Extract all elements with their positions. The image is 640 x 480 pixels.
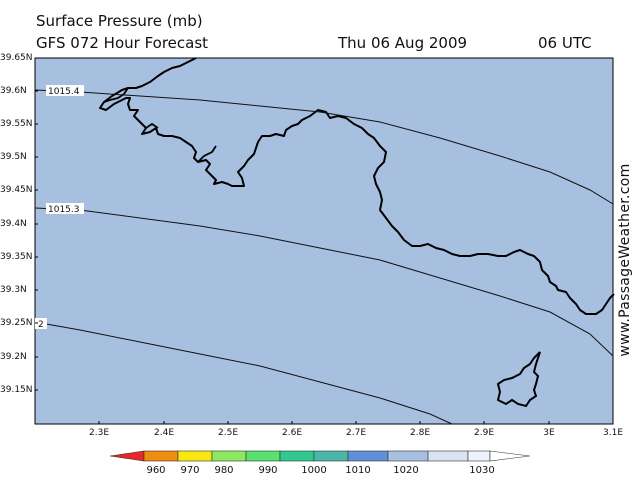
lon-label: 3E (543, 428, 555, 438)
colorbar-label: 1030 (469, 465, 495, 476)
isobar-1015-2 (34, 321, 453, 425)
colorbar-high-arrow (489, 450, 531, 462)
lat-label: 39.2N (0, 352, 27, 362)
colorbar (109, 450, 531, 462)
map-title: Surface Pressure (mb) (36, 12, 203, 30)
colorbar-swatch (427, 450, 469, 462)
colorbar-swatch (387, 450, 429, 462)
colorbar-swatch (143, 450, 179, 462)
lon-label: 2.4E (154, 428, 174, 438)
lat-label: 39.6N (0, 86, 27, 96)
colorbar-label: 1000 (301, 465, 327, 476)
isobar-label-box-3 (35, 318, 47, 329)
lat-label: 39.45N (0, 185, 33, 195)
lon-label: 2.8E (410, 428, 430, 438)
colorbar-swatch (211, 450, 247, 462)
colorbar-swatch (467, 450, 491, 462)
lon-label: 2.9E (474, 428, 494, 438)
isobar-label-2: 1015.3 (48, 205, 80, 215)
map-area (34, 57, 614, 425)
lat-label: 39.35N (0, 252, 33, 262)
colorbar-swatch (245, 450, 281, 462)
isobar-1015-3 (34, 207, 614, 357)
lat-label: 39.15N (0, 385, 33, 395)
forecast-date: Thu 06 Aug 2009 (338, 34, 468, 52)
lat-label: 39.3N (0, 285, 27, 295)
isobar-label-1: 1015.4 (48, 87, 80, 97)
lon-label: 2.7E (346, 428, 366, 438)
colorbar-label: 960 (146, 465, 166, 476)
isobar-1015-4 (34, 89, 614, 205)
lat-label: 39.55N (0, 119, 33, 129)
forecast-time: 06 UTC (538, 34, 592, 52)
lat-label: 39.25N (0, 318, 33, 328)
lon-label: 2.6E (282, 428, 302, 438)
colorbar-low-arrow (109, 450, 145, 462)
coastline-islet (496, 351, 541, 408)
colorbar-swatch (279, 450, 315, 462)
colorbar-label: 1010 (345, 465, 371, 476)
lat-label: 39.4N (0, 219, 27, 229)
lat-label: 39.65N (0, 53, 33, 63)
watermark: www.PassageWeather.com (612, 140, 638, 380)
coastline-headland (103, 87, 217, 163)
colorbar-label: 970 (180, 465, 200, 476)
coastline-mallorca (99, 57, 615, 315)
lon-label: 2.3E (89, 428, 109, 438)
isobar-label-3: 2 (38, 320, 44, 330)
colorbar-swatch (313, 450, 349, 462)
watermark-text: www.PassageWeather.com (617, 163, 633, 357)
isobar-label-box-2 (46, 203, 84, 214)
axis-ticks (35, 57, 550, 424)
lon-label: 3.1E (603, 428, 623, 438)
colorbar-swatch (347, 450, 389, 462)
colorbar-label: 990 (258, 465, 278, 476)
colorbar-swatch (177, 450, 213, 462)
lat-label: 39.5N (0, 152, 27, 162)
isobar-label-box-1 (46, 85, 84, 96)
forecast-label: GFS 072 Hour Forecast (36, 34, 209, 52)
colorbar-label: 980 (214, 465, 234, 476)
lon-label: 2.5E (218, 428, 238, 438)
colorbar-label: 1020 (393, 465, 419, 476)
